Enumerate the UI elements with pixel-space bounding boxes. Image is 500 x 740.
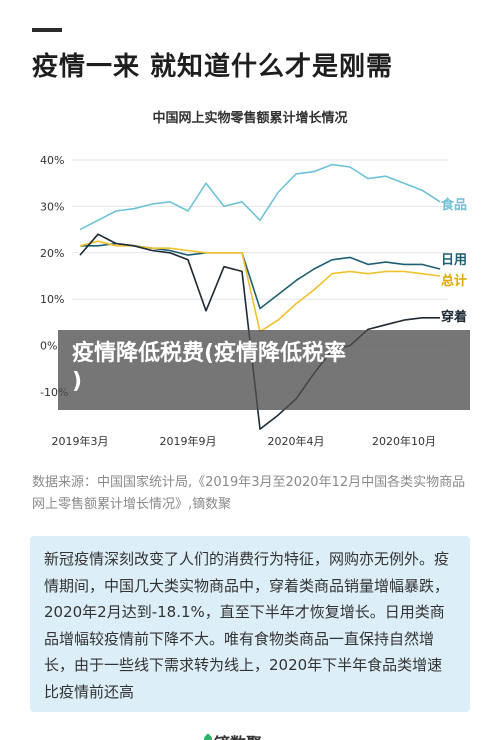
- y-tick-label: 40%: [40, 154, 64, 167]
- series-label: 总计: [441, 273, 467, 289]
- bottom-brand-strip: 镝数聚: [0, 722, 500, 740]
- series-label: 食品: [441, 197, 467, 213]
- x-tick-label: 2020年4月: [268, 434, 325, 448]
- watermark-line-1: 疫情降低税费(疫情降低税率: [72, 341, 347, 366]
- series-label: 日用: [441, 253, 467, 268]
- y-tick-label: 30%: [40, 200, 64, 213]
- page-headline: 疫情一来 就知道什么才是刚需: [32, 52, 394, 82]
- brand-leaf-icon: [202, 733, 214, 740]
- note-text: 新冠疫情深刻改变了人们的消费行为特征，网购亦无例外。疫情期间，中国几大类实物商品…: [44, 550, 450, 701]
- x-tick-label: 2020年10月: [372, 434, 436, 448]
- series-line-穿着: [79, 233, 440, 430]
- bottom-brand-text: 镝数聚: [214, 730, 262, 740]
- series-line-食品: [79, 163, 441, 231]
- y-tick-label: 20%: [40, 247, 64, 260]
- note-box: 新冠疫情深刻改变了人们的消费行为特征，网购亦无例外。疫情期间，中国几大类实物商品…: [30, 536, 470, 712]
- series-line-总计: [79, 240, 441, 333]
- x-tick-label: 2019年3月: [52, 434, 109, 448]
- y-tick-label: 10%: [40, 293, 64, 306]
- y-tick-label: 0%: [40, 340, 57, 353]
- watermark-line-2: ): [72, 369, 83, 394]
- header-accent-bar: [32, 28, 62, 32]
- series-label: 穿着: [441, 309, 467, 325]
- watermark-overlay: 疫情降低税费(疫情降低税率 ): [58, 330, 470, 410]
- data-source-text: 数据来源：中国国家统计局,《2019年3月至2020年12月中国各类实物商品网上…: [32, 475, 466, 512]
- chart-title: 中国网上实物零售额累计增长情况: [152, 110, 347, 126]
- x-tick-label: 2019年9月: [160, 434, 217, 448]
